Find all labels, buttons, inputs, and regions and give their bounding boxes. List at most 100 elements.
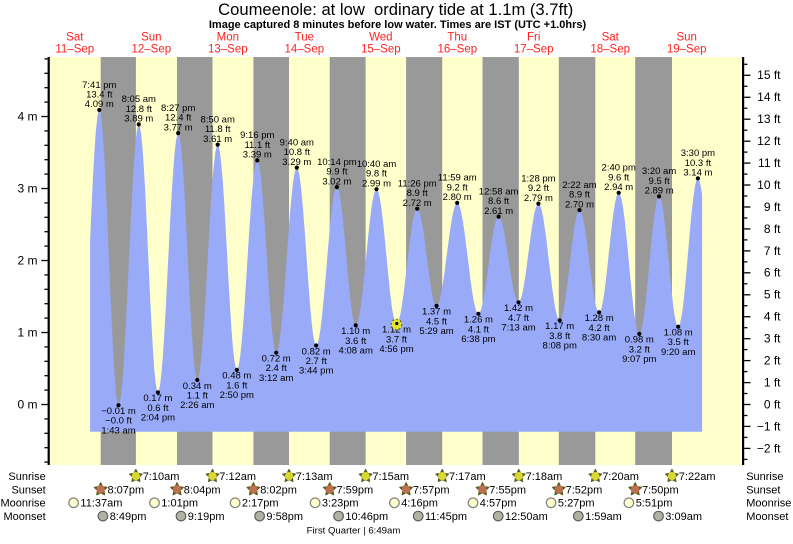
svg-text:7:17am: 7:17am xyxy=(449,471,486,483)
svg-text:Sunrise: Sunrise xyxy=(8,471,45,483)
svg-text:14 ft: 14 ft xyxy=(757,90,781,104)
svg-text:3.77 m: 3.77 m xyxy=(164,122,193,133)
svg-text:11:59 am: 11:59 am xyxy=(438,173,477,184)
svg-text:4.2 ft: 4.2 ft xyxy=(589,323,610,334)
svg-text:10.3 ft: 10.3 ft xyxy=(685,158,712,169)
svg-text:8.6 ft: 8.6 ft xyxy=(488,196,509,207)
svg-text:7:22am: 7:22am xyxy=(679,471,716,483)
svg-text:5:29 am: 5:29 am xyxy=(419,326,453,337)
svg-text:11:26 pm: 11:26 pm xyxy=(398,179,437,190)
svg-text:2:50 pm: 2:50 pm xyxy=(220,390,254,401)
svg-text:6 ft: 6 ft xyxy=(764,266,781,280)
svg-text:8:02pm: 8:02pm xyxy=(260,484,297,496)
svg-text:Mon: Mon xyxy=(217,31,239,43)
svg-text:8:04pm: 8:04pm xyxy=(184,484,221,496)
svg-text:0.72 m: 0.72 m xyxy=(262,354,291,365)
svg-text:12.8 ft: 12.8 ft xyxy=(126,104,153,115)
svg-text:7:13am: 7:13am xyxy=(296,471,333,483)
svg-text:1:28 pm: 1:28 pm xyxy=(521,173,555,184)
svg-text:10:46pm: 10:46pm xyxy=(345,511,388,523)
svg-text:12.4 ft: 12.4 ft xyxy=(165,113,192,124)
svg-text:7:59pm: 7:59pm xyxy=(337,484,374,496)
svg-text:2.80 m: 2.80 m xyxy=(443,192,472,203)
svg-text:7:52pm: 7:52pm xyxy=(566,484,603,496)
svg-text:3.61 m: 3.61 m xyxy=(203,134,232,145)
svg-text:2.70 m: 2.70 m xyxy=(565,199,594,210)
svg-text:2.7 ft: 2.7 ft xyxy=(306,356,327,367)
svg-text:8:08 pm: 8:08 pm xyxy=(543,341,577,352)
svg-text:2.4 ft: 2.4 ft xyxy=(266,363,287,374)
svg-text:0.98 m: 0.98 m xyxy=(625,335,654,346)
svg-text:3.29 m: 3.29 m xyxy=(282,157,311,168)
svg-text:Sunset: Sunset xyxy=(746,484,780,496)
svg-text:2.61 m: 2.61 m xyxy=(484,206,513,217)
svg-text:9:58pm: 9:58pm xyxy=(266,511,303,523)
svg-text:15–Sep: 15–Sep xyxy=(361,43,401,55)
svg-text:Moonset: Moonset xyxy=(3,511,45,523)
svg-text:8:30 am: 8:30 am xyxy=(582,333,616,344)
svg-text:0 ft: 0 ft xyxy=(764,397,781,411)
svg-text:Tue: Tue xyxy=(295,31,314,43)
svg-text:−0.01 m: −0.01 m xyxy=(101,406,136,417)
svg-text:16–Sep: 16–Sep xyxy=(437,43,477,55)
svg-text:7 ft: 7 ft xyxy=(764,244,781,258)
svg-text:13 ft: 13 ft xyxy=(757,112,781,126)
svg-text:8:27 pm: 8:27 pm xyxy=(161,103,195,114)
svg-text:19–Sep: 19–Sep xyxy=(667,43,707,55)
svg-text:0.34 m: 0.34 m xyxy=(183,381,212,392)
svg-text:9.2 ft: 9.2 ft xyxy=(528,183,549,194)
svg-text:4.7 ft: 4.7 ft xyxy=(508,313,529,324)
svg-text:2:22 am: 2:22 am xyxy=(562,180,596,191)
svg-text:Moonrise: Moonrise xyxy=(746,498,791,510)
svg-text:5:51pm: 5:51pm xyxy=(636,498,673,510)
svg-text:1.42 m: 1.42 m xyxy=(504,303,533,314)
svg-text:3:09am: 3:09am xyxy=(665,511,702,523)
svg-text:1 ft: 1 ft xyxy=(764,376,781,390)
svg-text:Thu: Thu xyxy=(447,31,467,43)
svg-text:4:08 am: 4:08 am xyxy=(339,346,373,357)
svg-text:Fri: Fri xyxy=(527,31,540,43)
svg-text:5:27pm: 5:27pm xyxy=(558,498,595,510)
svg-text:7:13 am: 7:13 am xyxy=(501,323,535,334)
svg-text:1.37 m: 1.37 m xyxy=(422,307,451,318)
svg-text:9.6 ft: 9.6 ft xyxy=(608,172,629,183)
svg-text:1.17 m: 1.17 m xyxy=(545,321,574,332)
svg-text:0.6 ft: 0.6 ft xyxy=(147,403,168,414)
svg-text:Image captured 8 minutes befor: Image captured 8 minutes before low wate… xyxy=(209,19,587,31)
svg-text:3:12 am: 3:12 am xyxy=(259,373,293,384)
svg-text:3.5 ft: 3.5 ft xyxy=(668,337,689,348)
svg-text:8:49pm: 8:49pm xyxy=(110,511,147,523)
svg-text:14–Sep: 14–Sep xyxy=(284,43,324,55)
svg-text:3.02 m: 3.02 m xyxy=(322,176,351,187)
svg-text:2 m: 2 m xyxy=(17,254,37,268)
svg-text:7:55pm: 7:55pm xyxy=(489,484,526,496)
svg-text:Wed: Wed xyxy=(369,31,392,43)
svg-text:Sat: Sat xyxy=(602,31,620,43)
svg-text:10:14 pm: 10:14 pm xyxy=(317,157,357,168)
svg-text:3.14 m: 3.14 m xyxy=(683,168,712,179)
svg-text:9:07 pm: 9:07 pm xyxy=(622,354,656,365)
svg-text:0.17 m: 0.17 m xyxy=(143,393,172,404)
svg-text:Moonset: Moonset xyxy=(746,511,788,523)
svg-text:−1 ft: −1 ft xyxy=(757,419,781,433)
svg-text:4.1 ft: 4.1 ft xyxy=(468,324,489,335)
svg-text:7:50pm: 7:50pm xyxy=(642,484,679,496)
svg-text:18–Sep: 18–Sep xyxy=(590,43,630,55)
svg-text:Sat: Sat xyxy=(66,31,84,43)
svg-text:13.4 ft: 13.4 ft xyxy=(86,90,113,101)
svg-text:Sunrise: Sunrise xyxy=(746,471,783,483)
svg-text:4:57pm: 4:57pm xyxy=(480,498,517,510)
svg-text:Sunset: Sunset xyxy=(11,484,45,496)
svg-text:1.12 m: 1.12 m xyxy=(382,325,411,336)
svg-text:12 ft: 12 ft xyxy=(757,134,781,148)
svg-text:8.9 ft: 8.9 ft xyxy=(569,190,590,201)
svg-text:Sun: Sun xyxy=(676,31,696,43)
svg-text:0.82 m: 0.82 m xyxy=(302,346,331,357)
svg-text:1:59am: 1:59am xyxy=(585,511,622,523)
svg-text:7:10am: 7:10am xyxy=(143,471,180,483)
svg-text:1.28 m: 1.28 m xyxy=(585,313,614,324)
svg-text:4 ft: 4 ft xyxy=(764,310,781,324)
svg-text:1.1 ft: 1.1 ft xyxy=(187,391,208,402)
svg-text:1.26 m: 1.26 m xyxy=(464,315,493,326)
svg-text:7:18am: 7:18am xyxy=(526,471,563,483)
